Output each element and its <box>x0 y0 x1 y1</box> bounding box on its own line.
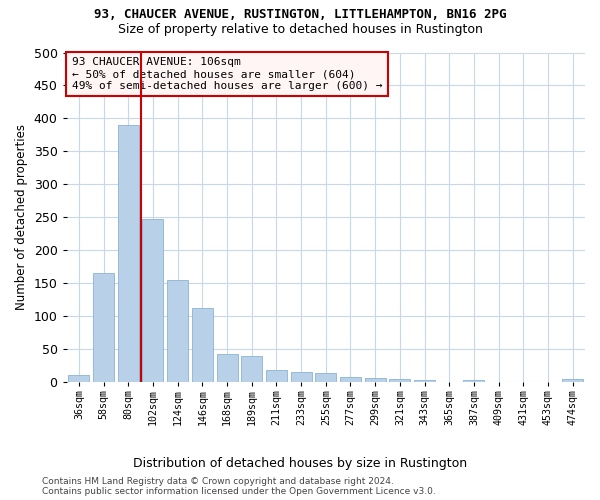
Text: Contains HM Land Registry data © Crown copyright and database right 2024.: Contains HM Land Registry data © Crown c… <box>42 478 394 486</box>
Bar <box>266 370 287 382</box>
Bar <box>365 378 386 382</box>
Bar <box>217 354 238 382</box>
Bar <box>414 380 435 382</box>
Text: 93 CHAUCER AVENUE: 106sqm
← 50% of detached houses are smaller (604)
49% of semi: 93 CHAUCER AVENUE: 106sqm ← 50% of detac… <box>72 58 382 90</box>
Bar <box>290 372 311 382</box>
Bar <box>118 125 139 382</box>
Bar <box>142 218 163 382</box>
Text: Contains public sector information licensed under the Open Government Licence v3: Contains public sector information licen… <box>42 488 436 496</box>
Text: Size of property relative to detached houses in Rustington: Size of property relative to detached ho… <box>118 22 482 36</box>
Bar <box>389 380 410 382</box>
Bar <box>463 380 484 382</box>
Bar <box>315 374 336 382</box>
Bar <box>340 377 361 382</box>
Bar <box>192 308 213 382</box>
Bar <box>93 274 114 382</box>
Text: 93, CHAUCER AVENUE, RUSTINGTON, LITTLEHAMPTON, BN16 2PG: 93, CHAUCER AVENUE, RUSTINGTON, LITTLEHA… <box>94 8 506 20</box>
Y-axis label: Number of detached properties: Number of detached properties <box>15 124 28 310</box>
Bar <box>167 280 188 382</box>
Bar <box>68 376 89 382</box>
Bar <box>562 380 583 382</box>
Bar <box>241 356 262 382</box>
Text: Distribution of detached houses by size in Rustington: Distribution of detached houses by size … <box>133 458 467 470</box>
